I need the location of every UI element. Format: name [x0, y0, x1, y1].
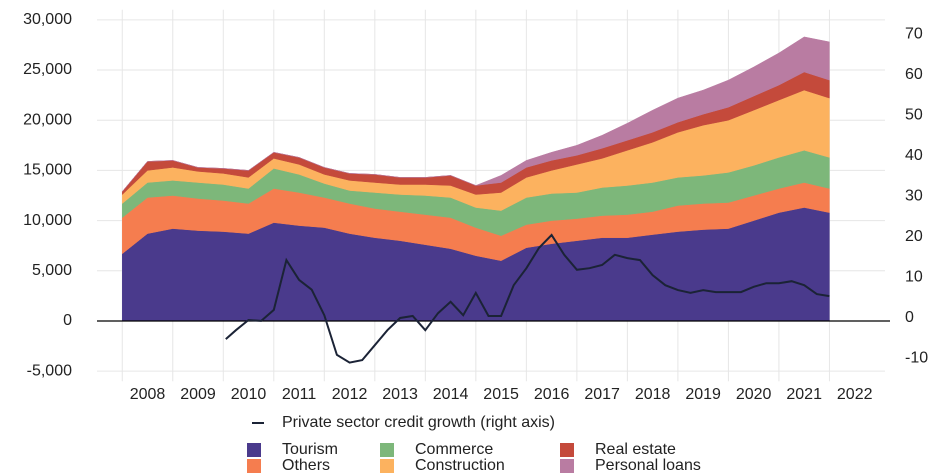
- x-tick-label: 2015: [483, 386, 519, 403]
- legend-swatch: [380, 459, 394, 473]
- legend-label: Personal loans: [595, 457, 701, 474]
- y2-tick-label: 10: [905, 269, 923, 286]
- x-tick-label: 2018: [635, 386, 671, 403]
- x-tick-label: 2011: [282, 386, 317, 403]
- y2-tick-label: -10: [905, 350, 928, 367]
- y-tick-label: -5,000: [27, 362, 72, 379]
- x-tick-label: 2009: [180, 386, 216, 403]
- legend-label: Private sector credit growth (right axis…: [282, 414, 555, 431]
- area: [122, 36, 830, 192]
- x-tick-label: 2012: [332, 386, 368, 403]
- y2-tick-label: 40: [905, 147, 923, 164]
- y-tick-label: 5,000: [32, 262, 72, 279]
- legend-label: Commerce: [415, 441, 493, 458]
- y2-tick-label: 30: [905, 188, 923, 205]
- x-tick-label: 2016: [534, 386, 570, 403]
- y-tick-label: 0: [63, 312, 72, 329]
- legend-swatch: [380, 443, 394, 457]
- x-tick-label: 2010: [231, 386, 267, 403]
- y-tick-label: 25,000: [23, 61, 72, 78]
- x-tick-label: 2019: [685, 386, 721, 403]
- y2-tick-label: 50: [905, 107, 923, 124]
- y2-tick-label: 20: [905, 228, 923, 245]
- x-tick-label: 2014: [433, 386, 469, 403]
- y-tick-label: 30,000: [23, 11, 72, 28]
- legend-swatch: [560, 443, 574, 457]
- legend-swatch: [247, 459, 261, 473]
- x-tick-label: 2021: [786, 386, 822, 403]
- x-tick-label: 2017: [584, 386, 620, 403]
- y-tick-label: 20,000: [23, 111, 72, 128]
- x-tick-label: 2008: [130, 386, 166, 403]
- x-tick-label: 2022: [837, 386, 873, 403]
- x-tick-label: 2020: [736, 386, 772, 403]
- y2-tick-label: 60: [905, 66, 923, 83]
- line: [225, 233, 830, 364]
- legend-label: Tourism: [282, 441, 338, 458]
- legend-label: Construction: [415, 457, 505, 474]
- legend-swatch: [247, 443, 261, 457]
- x-tick-label: 2013: [382, 386, 418, 403]
- y2-tick-label: 70: [905, 26, 923, 43]
- legend-label: Real estate: [595, 441, 676, 458]
- legend-swatch: [560, 459, 574, 473]
- legend-label: Others: [282, 457, 330, 474]
- y-tick-label: 15,000: [23, 162, 72, 179]
- y2-tick-label: 0: [905, 309, 914, 326]
- y-tick-label: 10,000: [23, 212, 72, 229]
